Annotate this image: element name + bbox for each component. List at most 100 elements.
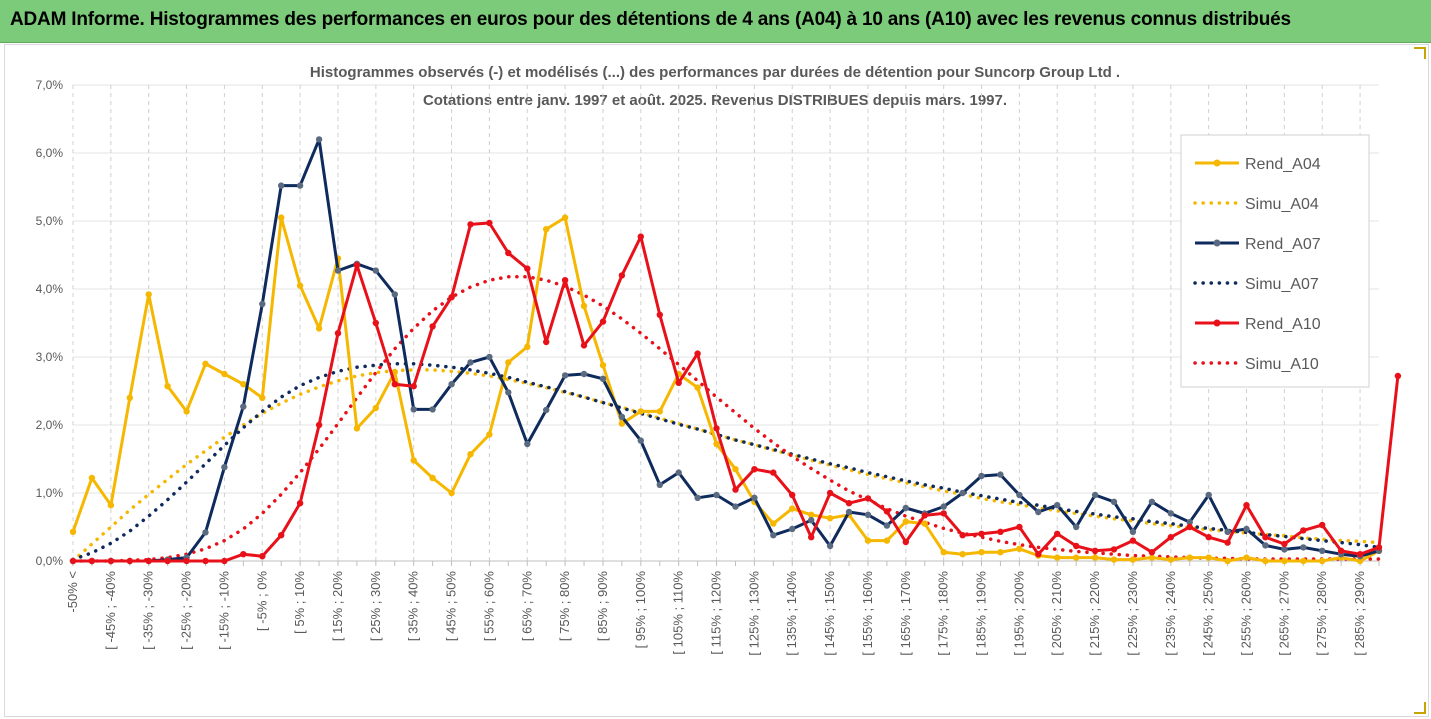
x-tick-label: [ -5% ; 0% — [254, 571, 269, 631]
x-tick-label: [ 65% ; 70% — [519, 571, 534, 642]
point-rend-a10 — [1167, 534, 1175, 541]
point-rend-a07 — [618, 413, 626, 420]
point-rend-a10 — [107, 557, 115, 565]
point-rend-a10 — [164, 557, 171, 565]
point-rend-a04 — [561, 214, 569, 221]
x-tick-label: [ 115% ; 120% — [709, 571, 724, 655]
point-rend-a10 — [391, 381, 398, 388]
point-rend-a10 — [902, 538, 909, 546]
point-rend-a04 — [1186, 554, 1193, 561]
point-rend-a10 — [353, 262, 361, 269]
y-tick-label: 4,0% — [36, 282, 64, 296]
point-rend-a04 — [902, 518, 909, 525]
point-rend-a07 — [240, 403, 247, 410]
point-rend-a07 — [751, 494, 758, 501]
point-rend-a07 — [429, 406, 436, 413]
point-rend-a07 — [1129, 528, 1137, 535]
point-rend-a10 — [1129, 537, 1137, 544]
y-tick-label: 2,0% — [36, 418, 64, 432]
point-rend-a04 — [126, 394, 133, 401]
point-rend-a07 — [372, 267, 379, 274]
x-tick-label: [ 75% ; 80% — [557, 571, 572, 642]
point-rend-a07 — [1167, 510, 1175, 517]
legend-label-simu-a10: Simu_A10 — [1245, 356, 1319, 373]
point-rend-a10 — [826, 489, 834, 497]
point-rend-a04 — [1319, 557, 1326, 565]
point-rend-a04 — [259, 394, 266, 401]
point-rend-a10 — [599, 318, 607, 325]
series-line-simu-a04 — [71, 368, 1381, 563]
point-rend-a07 — [789, 525, 796, 533]
point-rend-a10 — [959, 532, 966, 539]
point-rend-a10 — [1205, 534, 1212, 541]
x-tick-label: [ 215% ; 220% — [1087, 571, 1102, 656]
point-rend-a04 — [826, 515, 834, 522]
point-rend-a10 — [221, 557, 228, 565]
point-rend-a07 — [221, 464, 228, 471]
y-axis: 0,0% 1,0% 2,0% 3,0% 4,0% 5,0% 6,0% 7,0% — [36, 78, 64, 568]
x-tick-label: [ 245% ; 250% — [1201, 571, 1216, 656]
point-rend-a07 — [732, 503, 739, 510]
point-rend-a10 — [88, 557, 96, 565]
point-rend-a10 — [69, 557, 77, 565]
x-tick-label: [ 45% ; 50% — [444, 571, 459, 642]
point-rend-a10 — [713, 425, 720, 432]
point-rend-a10 — [467, 221, 474, 228]
point-rend-a10 — [1091, 547, 1099, 554]
point-rend-a04 — [410, 457, 417, 464]
point-rend-a04 — [921, 520, 928, 527]
x-tick-label: [ 175% ; 180% — [936, 571, 951, 656]
point-rend-a04 — [505, 359, 512, 366]
point-rend-a07 — [1035, 508, 1042, 516]
point-rend-a07 — [675, 469, 682, 476]
point-rend-a04 — [278, 214, 285, 221]
point-rend-a10 — [1319, 521, 1326, 529]
x-tick-label: [ 195% ; 200% — [1011, 571, 1026, 656]
x-tick-label: [ 105% ; 110% — [671, 571, 686, 655]
point-rend-a04 — [524, 343, 531, 350]
point-rend-a07 — [883, 522, 891, 529]
point-rend-a04 — [69, 528, 77, 535]
point-rend-a04 — [467, 451, 474, 458]
point-rend-a04 — [1356, 557, 1364, 565]
point-rend-a10 — [145, 557, 152, 565]
point-rend-a04 — [656, 408, 663, 415]
y-tick-label: 3,0% — [36, 350, 64, 364]
point-rend-a10 — [1016, 523, 1023, 531]
point-rend-a10 — [1186, 523, 1193, 531]
point-rend-a10 — [1243, 502, 1250, 509]
point-rend-a04 — [88, 474, 96, 482]
point-rend-a10 — [505, 249, 512, 257]
point-rend-a04 — [543, 226, 550, 233]
x-tick-label: [ 125% ; 130% — [746, 571, 761, 656]
point-rend-a10 — [448, 294, 455, 301]
point-rend-a10 — [580, 342, 588, 349]
point-rend-a07 — [448, 381, 455, 388]
point-rend-a07 — [1300, 544, 1307, 551]
point-rend-a10 — [845, 500, 853, 507]
point-rend-a07 — [524, 440, 531, 448]
point-rend-a04 — [315, 325, 323, 332]
x-tick-label: [ 85% ; 90% — [595, 571, 610, 642]
point-rend-a07 — [940, 503, 947, 510]
point-rend-a04 — [1129, 556, 1137, 563]
point-rend-a04 — [372, 404, 379, 412]
x-tick-label: [ -35% ; -30% — [141, 571, 156, 650]
point-rend-a04 — [770, 520, 777, 527]
point-rend-a04 — [618, 420, 626, 427]
point-rend-a04 — [732, 466, 739, 473]
chart-legend: Rend_A04 Simu_A04 Rend_A07 Simu_A07 Rend_A10… — [1180, 134, 1370, 388]
point-rend-a07 — [1016, 491, 1023, 499]
point-rend-a10 — [637, 233, 644, 240]
x-tick-label: [ 25% ; 30% — [368, 571, 383, 642]
point-rend-a10 — [921, 512, 928, 519]
x-tick-label: [ 155% ; 160% — [860, 571, 875, 656]
point-rend-a04 — [1148, 554, 1156, 561]
point-rend-a10 — [997, 528, 1004, 535]
point-rend-a07 — [202, 529, 209, 536]
point-rend-a07 — [1319, 547, 1326, 554]
point-rend-a07 — [808, 517, 815, 524]
point-rend-a10 — [694, 350, 701, 357]
point-rend-a10 — [1356, 551, 1364, 558]
report-header: ADAM Informe. Histogrammes des performan… — [0, 0, 1431, 43]
